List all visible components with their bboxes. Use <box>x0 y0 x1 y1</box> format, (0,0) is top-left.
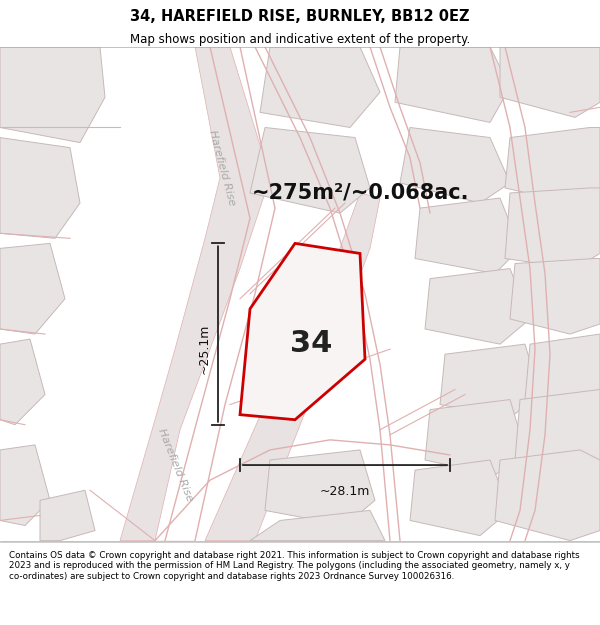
Text: ~25.1m: ~25.1m <box>197 324 211 374</box>
Text: Harefield Rise: Harefield Rise <box>156 427 194 503</box>
Polygon shape <box>500 47 600 118</box>
Polygon shape <box>0 47 105 142</box>
Polygon shape <box>510 259 600 334</box>
Text: 34, HAREFIELD RISE, BURNLEY, BB12 0EZ: 34, HAREFIELD RISE, BURNLEY, BB12 0EZ <box>130 9 470 24</box>
Polygon shape <box>260 47 380 128</box>
Polygon shape <box>410 460 510 536</box>
Polygon shape <box>250 127 370 213</box>
Polygon shape <box>440 344 540 418</box>
Polygon shape <box>425 269 530 344</box>
Polygon shape <box>40 490 95 541</box>
Polygon shape <box>505 127 600 203</box>
Polygon shape <box>505 188 600 269</box>
Text: ~275m²/~0.068ac.: ~275m²/~0.068ac. <box>251 183 469 203</box>
Polygon shape <box>250 511 385 541</box>
Polygon shape <box>400 127 510 203</box>
Polygon shape <box>0 138 80 238</box>
Polygon shape <box>395 47 510 122</box>
Polygon shape <box>495 450 600 541</box>
Polygon shape <box>0 445 50 526</box>
Polygon shape <box>265 450 375 526</box>
Polygon shape <box>205 193 380 541</box>
Polygon shape <box>415 198 520 274</box>
Polygon shape <box>120 47 270 541</box>
Polygon shape <box>525 334 600 414</box>
Polygon shape <box>0 339 45 425</box>
Text: Harefield Rise: Harefield Rise <box>207 129 237 207</box>
Polygon shape <box>240 243 365 420</box>
Polygon shape <box>515 389 600 475</box>
Text: Contains OS data © Crown copyright and database right 2021. This information is : Contains OS data © Crown copyright and d… <box>9 551 580 581</box>
Text: ~28.1m: ~28.1m <box>320 485 370 498</box>
Polygon shape <box>425 399 525 475</box>
Polygon shape <box>0 243 65 334</box>
Text: 34: 34 <box>290 329 332 357</box>
Text: Map shows position and indicative extent of the property.: Map shows position and indicative extent… <box>130 32 470 46</box>
